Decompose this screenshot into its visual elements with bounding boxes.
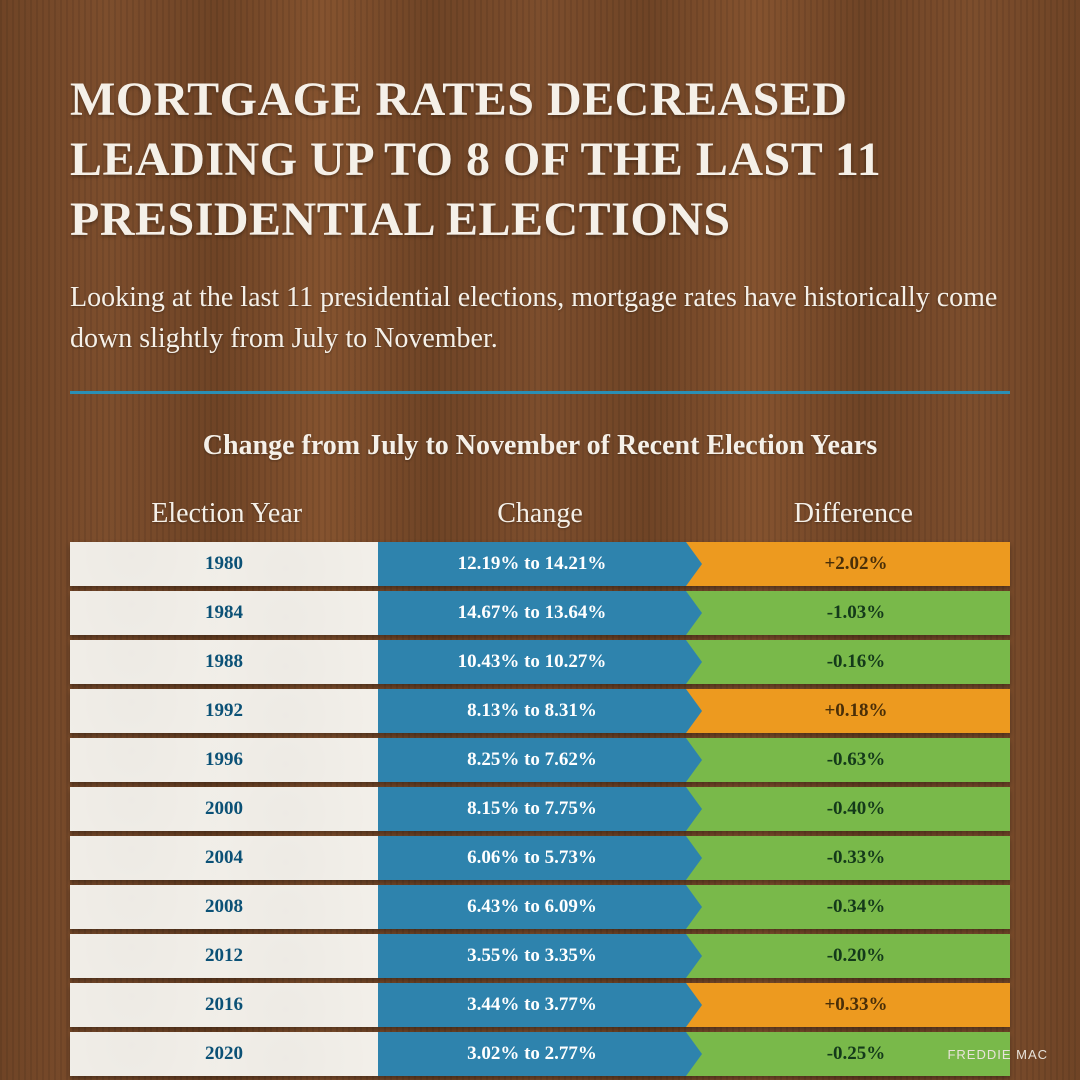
cell-year: 2000: [70, 787, 378, 831]
cell-year: 1996: [70, 738, 378, 782]
cell-change: 8.15% to 7.75%: [378, 787, 686, 831]
cell-change: 6.43% to 6.09%: [378, 885, 686, 929]
cell-year: 2020: [70, 1032, 378, 1076]
col-header-diff: Difference: [697, 498, 1010, 530]
table-row: 19968.25% to 7.62%-0.63%: [70, 738, 1010, 782]
rate-table: Election Year Change Difference 198012.1…: [70, 498, 1010, 1076]
table-row: 19928.13% to 8.31%+0.18%: [70, 689, 1010, 733]
cell-change: 8.25% to 7.62%: [378, 738, 686, 782]
cell-difference: -0.40%: [686, 787, 1010, 831]
page-title: MORTGAGE RATES DECREASED LEADING UP TO 8…: [70, 70, 1010, 250]
cell-year: 2004: [70, 836, 378, 880]
cell-change: 6.06% to 5.73%: [378, 836, 686, 880]
table-row: 20203.02% to 2.77%-0.25%: [70, 1032, 1010, 1076]
table-row: 20008.15% to 7.75%-0.40%: [70, 787, 1010, 831]
cell-difference: +0.33%: [686, 983, 1010, 1027]
cell-difference: -0.33%: [686, 836, 1010, 880]
cell-difference: -0.16%: [686, 640, 1010, 684]
cell-change: 8.13% to 8.31%: [378, 689, 686, 733]
table-row: 20123.55% to 3.35%-0.20%: [70, 934, 1010, 978]
col-header-year: Election Year: [70, 498, 383, 530]
table-title: Change from July to November of Recent E…: [70, 430, 1010, 462]
table-row: 20046.06% to 5.73%-0.33%: [70, 836, 1010, 880]
cell-difference: +2.02%: [686, 542, 1010, 586]
cell-change: 3.02% to 2.77%: [378, 1032, 686, 1076]
table-row: 198012.19% to 14.21%+2.02%: [70, 542, 1010, 586]
cell-change: 10.43% to 10.27%: [378, 640, 686, 684]
table-row: 198414.67% to 13.64%-1.03%: [70, 591, 1010, 635]
table-row: 20086.43% to 6.09%-0.34%: [70, 885, 1010, 929]
cell-year: 2008: [70, 885, 378, 929]
col-header-change: Change: [383, 498, 696, 530]
table-row: 20163.44% to 3.77%+0.33%: [70, 983, 1010, 1027]
table-header-row: Election Year Change Difference: [70, 498, 1010, 530]
cell-year: 2012: [70, 934, 378, 978]
source-credit: FREDDIE MAC: [947, 1047, 1048, 1062]
divider: [70, 391, 1010, 394]
cell-year: 1984: [70, 591, 378, 635]
cell-change: 3.55% to 3.35%: [378, 934, 686, 978]
cell-difference: +0.18%: [686, 689, 1010, 733]
cell-change: 12.19% to 14.21%: [378, 542, 686, 586]
cell-year: 1988: [70, 640, 378, 684]
cell-difference: -0.63%: [686, 738, 1010, 782]
page-subtitle: Looking at the last 11 presidential elec…: [70, 278, 1010, 359]
table-row: 198810.43% to 10.27%-0.16%: [70, 640, 1010, 684]
cell-year: 1980: [70, 542, 378, 586]
cell-year: 1992: [70, 689, 378, 733]
cell-change: 14.67% to 13.64%: [378, 591, 686, 635]
cell-difference: -0.34%: [686, 885, 1010, 929]
cell-difference: -0.20%: [686, 934, 1010, 978]
cell-year: 2016: [70, 983, 378, 1027]
cell-difference: -1.03%: [686, 591, 1010, 635]
cell-change: 3.44% to 3.77%: [378, 983, 686, 1027]
